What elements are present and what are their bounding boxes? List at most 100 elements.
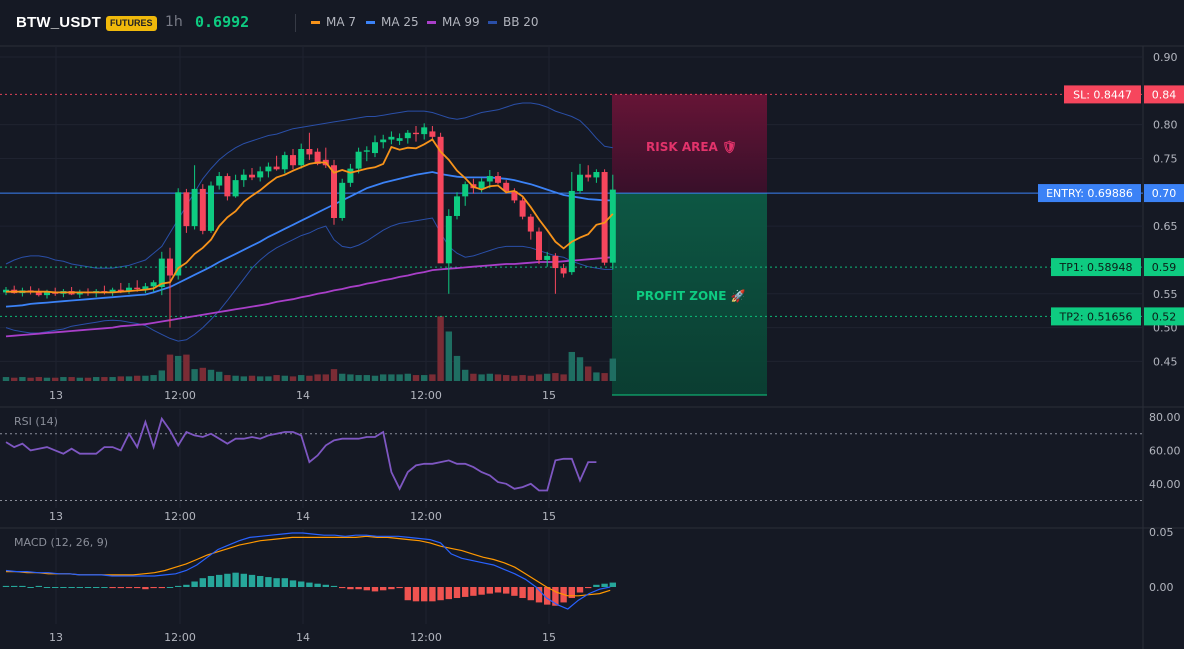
macd-histogram-bar	[281, 578, 288, 587]
macd-histogram-bar	[388, 587, 395, 590]
macd-histogram-bar	[380, 587, 387, 591]
candle-body	[208, 185, 214, 231]
candle-body	[527, 216, 534, 232]
tp1-axis-bg[interactable]	[1144, 258, 1184, 277]
macd-histogram-bar	[183, 584, 190, 587]
risk-area-zone[interactable]	[612, 94, 767, 194]
macd-histogram-bar	[191, 581, 198, 587]
candle-body	[396, 138, 403, 141]
legend-ma7[interactable]: MA 7	[311, 15, 356, 29]
candle-body	[519, 200, 526, 217]
macd-histogram-bar	[2, 585, 10, 587]
time-tick-label: 12:00	[410, 631, 442, 644]
volume-bar	[207, 369, 215, 381]
macd-histogram-bar	[199, 578, 206, 587]
candle-body	[421, 127, 428, 135]
volume-bar	[191, 369, 198, 381]
volume-bar	[355, 375, 362, 381]
volume-bar	[76, 377, 83, 381]
candle-body	[503, 182, 510, 191]
entry-label-bg[interactable]	[1038, 184, 1141, 203]
ma7-line	[6, 138, 614, 294]
volume-bar	[101, 377, 108, 381]
macd-histogram-bar	[519, 587, 526, 599]
time-tick-label: 12:00	[164, 510, 196, 523]
legend-ma25[interactable]: MA 25	[366, 15, 419, 29]
volume-bar	[462, 369, 469, 381]
symbol-name[interactable]: BTW_USDT	[16, 14, 101, 31]
macd-histogram-bar	[437, 587, 444, 601]
candle-body	[429, 131, 436, 137]
volume-bar	[265, 376, 272, 381]
macd-histogram-bar	[60, 587, 67, 588]
candle-body	[150, 282, 157, 287]
profit-zone[interactable]	[612, 193, 767, 395]
macd-histogram-bar	[339, 587, 346, 589]
time-tick-label: 12:00	[164, 631, 196, 644]
candle-body	[413, 132, 419, 135]
candle-body	[167, 258, 173, 276]
candle-body	[44, 291, 50, 296]
macd-histogram-bar	[511, 587, 518, 596]
candle-body	[380, 139, 387, 143]
tp2-label-bg[interactable]	[1051, 307, 1141, 326]
volume-bar	[2, 377, 10, 381]
volume-bar	[224, 375, 231, 381]
candle-body	[158, 258, 165, 288]
header-divider	[295, 14, 296, 32]
candle-body	[601, 172, 608, 263]
entry-axis-bg[interactable]	[1144, 184, 1184, 203]
volume-bar	[257, 376, 264, 381]
macd-histogram-bar	[134, 587, 141, 589]
candle-body	[224, 176, 231, 197]
tp1-label-bg[interactable]	[1051, 258, 1141, 277]
macd-histogram-bar	[101, 587, 108, 588]
macd-histogram-bar	[527, 587, 534, 601]
volume-bar	[142, 375, 149, 381]
sl-axis-bg[interactable]	[1144, 85, 1184, 104]
macd-histogram-bar	[478, 587, 485, 595]
rsi-tick-label: 80.00	[1149, 411, 1181, 424]
candle-body	[478, 181, 485, 189]
volume-bar	[93, 377, 100, 381]
macd-histogram-bar	[93, 587, 100, 588]
volume-bar	[68, 377, 75, 381]
bb20-swatch	[488, 20, 497, 24]
macd-histogram-bar	[445, 587, 452, 600]
time-tick-label: 14	[296, 389, 310, 402]
volume-bar	[199, 367, 206, 381]
legend-ma25-label: MA 25	[381, 15, 419, 29]
candle-body	[175, 192, 182, 276]
volume-bar	[388, 374, 395, 381]
volume-bar	[371, 375, 379, 381]
volume-bar	[544, 373, 551, 381]
legend-ma99[interactable]: MA 99	[427, 15, 480, 29]
volume-bar	[552, 373, 559, 381]
volume-bar	[453, 355, 461, 381]
volume-bar	[363, 375, 370, 381]
ma99-line	[5, 256, 613, 338]
macd-histogram-bar	[429, 587, 436, 602]
sl-label-bg[interactable]	[1064, 85, 1141, 104]
timeframe-selector[interactable]: 1h	[165, 14, 183, 30]
tp2-axis-bg[interactable]	[1144, 307, 1184, 326]
macd-histogram-bar	[486, 587, 493, 594]
volume-bar	[166, 354, 174, 381]
volume-bar	[347, 374, 354, 381]
macd-histogram-bar	[371, 587, 379, 592]
macd-histogram-bar	[593, 584, 600, 587]
volume-bar	[273, 375, 280, 381]
rsi-tick-label: 60.00	[1149, 444, 1181, 457]
time-tick-label: 15	[542, 631, 556, 644]
candle-body	[117, 289, 124, 292]
price-tick-label: 0.45	[1153, 355, 1178, 368]
volume-bar	[240, 376, 247, 381]
time-tick-label: 12:00	[164, 389, 196, 402]
candle-body	[331, 165, 337, 219]
volume-bar	[503, 375, 510, 381]
macd-histogram-bar	[601, 583, 608, 587]
legend-bb20[interactable]: BB 20	[488, 15, 539, 29]
macd-histogram-bar	[585, 587, 592, 589]
ma99-swatch	[427, 20, 436, 24]
